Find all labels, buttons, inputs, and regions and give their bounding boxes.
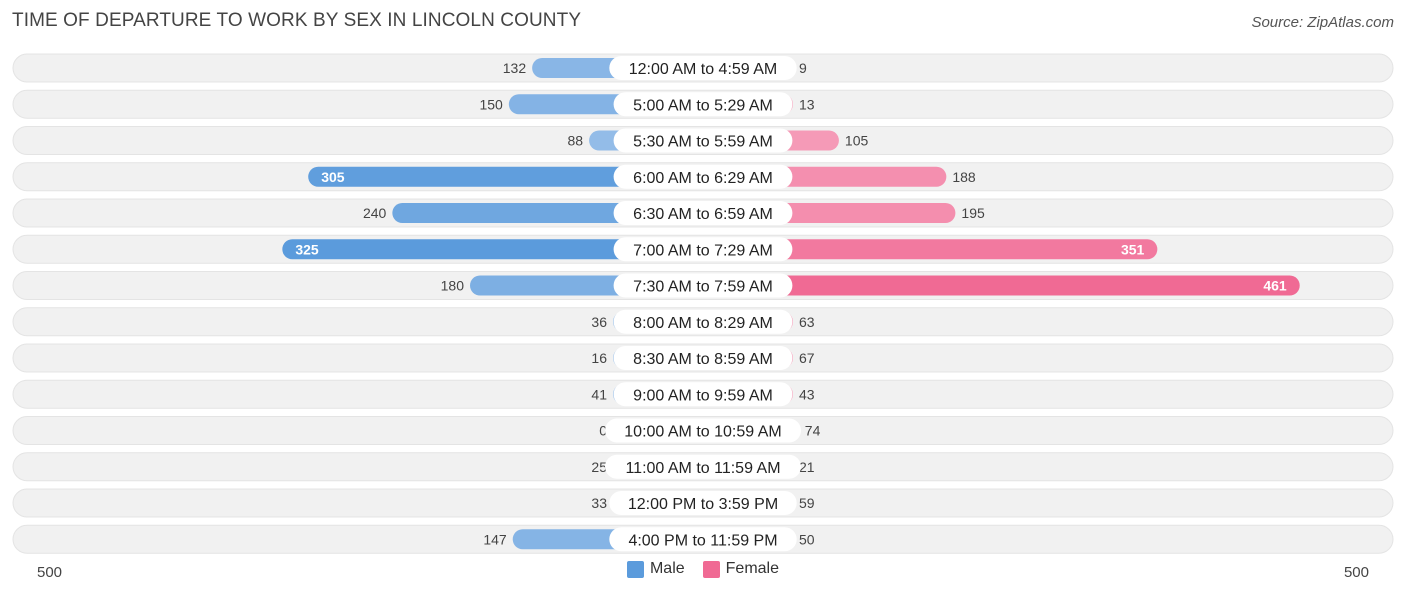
legend-label-male: Male bbox=[649, 560, 685, 577]
female-value-label: 43 bbox=[799, 386, 815, 402]
male-value-label: 25 bbox=[591, 459, 607, 475]
legend-swatch-male bbox=[626, 560, 644, 578]
female-value-label: 21 bbox=[799, 459, 815, 475]
category-label: 11:00 AM to 11:59 AM bbox=[625, 460, 780, 477]
female-value-label: 50 bbox=[799, 531, 815, 547]
male-value-label: 305 bbox=[321, 169, 345, 185]
category-pill bbox=[609, 527, 797, 552]
category-pill bbox=[613, 237, 793, 262]
category-pill bbox=[613, 309, 793, 334]
male-value-label: 150 bbox=[479, 96, 503, 112]
legend-item-female: Female bbox=[702, 560, 780, 578]
category-label: 6:30 AM to 6:59 AM bbox=[633, 206, 773, 223]
axis-label-right: 500 bbox=[1344, 564, 1369, 581]
female-bar bbox=[703, 239, 1158, 260]
category-label: 6:00 AM to 6:29 AM bbox=[633, 170, 773, 187]
female-value-label: 105 bbox=[845, 133, 869, 149]
category-pill bbox=[609, 491, 797, 515]
category-label: 10:00 AM to 10:59 AM bbox=[624, 424, 781, 441]
female-value-label: 67 bbox=[799, 350, 815, 366]
category-label: 12:00 PM to 3:59 PM bbox=[628, 496, 778, 513]
male-value-label: 132 bbox=[503, 60, 527, 76]
category-label: 7:00 AM to 7:29 AM bbox=[633, 242, 773, 259]
legend-item-male: Male bbox=[626, 560, 685, 578]
female-value-label: 63 bbox=[799, 314, 815, 330]
male-value-label: 147 bbox=[483, 531, 507, 547]
male-value-label: 0 bbox=[599, 423, 607, 439]
legend-swatch-female bbox=[702, 560, 720, 578]
chart-title: TIME OF DEPARTURE TO WORK BY SEX IN LINC… bbox=[12, 10, 582, 31]
male-value-label: 16 bbox=[591, 350, 607, 366]
category-label: 8:00 AM to 8:29 AM bbox=[633, 315, 773, 332]
category-label: 4:00 PM to 11:59 PM bbox=[628, 532, 777, 549]
legend-label-female: Female bbox=[725, 560, 780, 577]
female-value-label: 461 bbox=[1263, 278, 1287, 294]
axis-label-left: 500 bbox=[37, 564, 62, 581]
category-pill bbox=[613, 346, 793, 370]
female-value-label: 195 bbox=[961, 205, 985, 221]
legend: Male Female bbox=[0, 560, 1406, 578]
female-value-label: 9 bbox=[799, 60, 807, 76]
male-value-label: 88 bbox=[568, 133, 584, 149]
category-label: 8:30 AM to 8:59 AM bbox=[633, 351, 773, 368]
female-bar bbox=[703, 275, 1300, 296]
category-label: 7:30 AM to 7:59 AM bbox=[633, 279, 773, 296]
category-pill bbox=[613, 273, 793, 298]
category-label: 12:00 AM to 4:59 AM bbox=[629, 61, 778, 78]
male-value-label: 33 bbox=[591, 495, 607, 511]
female-value-label: 188 bbox=[952, 169, 976, 185]
category-pill bbox=[613, 201, 793, 225]
female-value-label: 13 bbox=[799, 96, 815, 112]
female-value-label: 351 bbox=[1121, 241, 1145, 257]
female-value-label: 74 bbox=[805, 423, 821, 439]
category-label: 9:00 AM to 9:59 AM bbox=[633, 387, 773, 404]
female-value-label: 59 bbox=[799, 495, 815, 511]
male-bar bbox=[308, 166, 703, 187]
category-label: 5:30 AM to 5:59 AM bbox=[633, 134, 773, 151]
category-pill bbox=[613, 164, 793, 189]
category-pill bbox=[605, 454, 801, 479]
category-pill bbox=[609, 56, 797, 80]
category-pill bbox=[613, 128, 793, 153]
male-value-label: 36 bbox=[591, 314, 607, 330]
male-value-label: 41 bbox=[591, 386, 607, 402]
category-label: 5:00 AM to 5:29 AM bbox=[633, 97, 773, 114]
category-pill bbox=[605, 418, 801, 443]
male-value-label: 240 bbox=[363, 205, 387, 221]
category-pill bbox=[613, 382, 793, 407]
category-pill bbox=[613, 92, 793, 117]
male-value-label: 180 bbox=[441, 278, 465, 294]
male-bar bbox=[282, 239, 703, 260]
male-value-label: 325 bbox=[295, 241, 319, 257]
source-label: Source: ZipAtlas.com bbox=[1251, 14, 1394, 31]
